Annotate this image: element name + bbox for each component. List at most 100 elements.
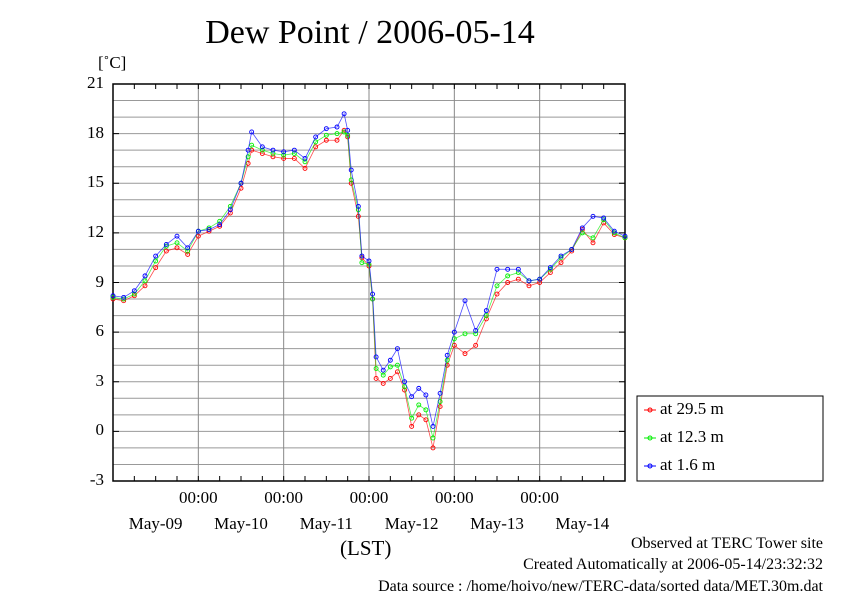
date-label: May-12	[384, 514, 439, 533]
x-tick-label: 00:00	[349, 488, 389, 507]
data-point	[270, 151, 276, 156]
y-axis-label: [˚C]	[98, 53, 127, 72]
data-point	[110, 294, 116, 300]
data-point	[494, 266, 500, 272]
footer-observed: Observed at TERC Tower site	[630, 535, 823, 552]
data-point	[558, 253, 564, 259]
legend-box	[636, 395, 824, 482]
legend-marker	[647, 407, 653, 413]
data-point	[291, 147, 297, 153]
data-point	[558, 260, 564, 266]
data-point	[430, 445, 436, 451]
data-point	[483, 313, 489, 319]
data-point	[590, 235, 596, 241]
data-point	[473, 328, 479, 333]
data-point	[380, 380, 386, 386]
data-point	[579, 225, 585, 231]
data-point	[163, 248, 169, 254]
chart-title: Dew Point / 2006-05-14	[205, 14, 535, 51]
data-point	[185, 251, 191, 257]
data-point	[505, 280, 511, 285]
data-point	[437, 404, 443, 410]
data-point	[394, 346, 400, 352]
data-point	[370, 291, 376, 297]
data-point	[590, 240, 596, 246]
data-point	[281, 149, 287, 155]
data-point	[227, 207, 233, 213]
data-point	[515, 266, 521, 272]
data-point	[302, 155, 308, 161]
data-point	[291, 151, 297, 156]
data-point	[153, 258, 159, 264]
data-point	[227, 203, 233, 209]
data-point	[323, 132, 329, 138]
data-point	[601, 215, 607, 221]
data-point	[387, 364, 393, 370]
data-point	[142, 273, 148, 279]
data-point	[313, 134, 319, 140]
data-point	[245, 147, 251, 153]
data-point	[163, 242, 169, 247]
data-point	[611, 228, 617, 234]
data-point	[206, 227, 212, 233]
date-label: May-13	[470, 514, 524, 533]
data-point	[462, 331, 468, 337]
data-point	[430, 423, 436, 429]
data-point	[110, 293, 116, 299]
series-line	[112, 112, 626, 427]
data-point	[526, 278, 532, 284]
data-point	[345, 127, 351, 133]
data-point	[416, 412, 422, 418]
legend-marker	[647, 435, 653, 441]
data-point	[142, 278, 148, 284]
data-point	[359, 253, 365, 259]
x-tick-label: 00:00	[434, 488, 474, 507]
data-point	[174, 245, 180, 251]
x-tick-label: 00:00	[178, 488, 218, 507]
data-point	[590, 213, 596, 219]
data-point	[249, 129, 255, 135]
y-tick-label: 12	[87, 221, 104, 241]
data-point	[444, 352, 450, 358]
data-point	[494, 291, 500, 297]
date-label: May-09	[128, 514, 183, 533]
data-point	[423, 407, 429, 413]
y-tick-label: 0	[95, 420, 105, 440]
data-point	[409, 415, 415, 421]
data-point	[185, 248, 191, 254]
data-point	[373, 366, 379, 371]
data-point	[195, 228, 201, 234]
data-point	[302, 165, 308, 171]
data-point	[153, 265, 159, 271]
data-point	[515, 276, 521, 282]
data-point	[380, 372, 386, 378]
data-point	[195, 233, 201, 239]
data-point	[281, 152, 287, 158]
data-point	[217, 222, 223, 228]
data-point	[380, 367, 386, 373]
data-point	[359, 260, 365, 266]
data-point	[313, 144, 319, 150]
data-point	[131, 288, 137, 294]
data-point	[270, 154, 276, 160]
data-point	[334, 137, 340, 143]
data-point	[451, 329, 457, 335]
data-point	[355, 203, 361, 209]
x-tick-label: 00:00	[264, 488, 304, 507]
data-point	[174, 233, 180, 239]
data-point	[174, 240, 180, 246]
data-point	[473, 342, 479, 348]
data-point	[579, 230, 585, 236]
date-label: May-11	[299, 514, 353, 533]
data-point	[366, 258, 372, 264]
data-point	[281, 155, 287, 161]
data-point	[526, 283, 532, 289]
data-point	[313, 139, 319, 145]
data-point	[302, 159, 308, 165]
data-point	[270, 147, 276, 153]
data-point	[462, 351, 468, 357]
data-point	[394, 362, 400, 368]
data-point	[569, 246, 575, 252]
data-point	[110, 296, 116, 302]
data-point	[249, 142, 255, 148]
